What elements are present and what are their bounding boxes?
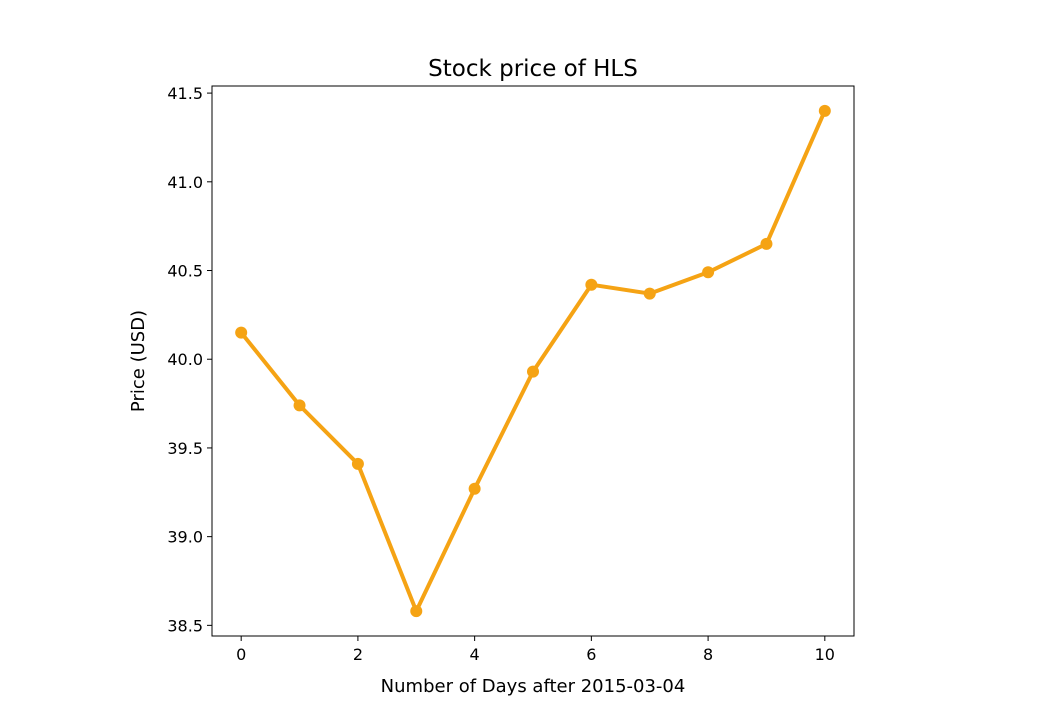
chart-title: Stock price of HLS [428,56,638,82]
y-tick-label: 41.5 [167,84,203,103]
y-tick-label: 39.5 [167,439,203,458]
data-point [527,365,539,378]
y-tick-label: 39.0 [167,528,203,547]
x-axis: 0 2 4 6 8 10 [236,636,835,664]
data-point [468,482,481,495]
data-point [235,326,248,339]
data-point [818,104,831,117]
x-tick-label: 4 [470,645,480,664]
y-tick-label: 40.0 [167,350,203,369]
y-axis-label: Price (USD) [128,310,149,412]
y-tick-label: 40.5 [167,262,203,281]
x-tick-label: 10 [815,645,835,664]
x-tick-label: 6 [586,645,596,664]
x-axis-label: Number of Days after 2015-03-04 [381,676,686,697]
data-point [410,605,423,618]
data-point [643,287,656,300]
data-point [585,278,598,291]
series-line [239,108,827,614]
data-point [351,457,364,470]
data-point [760,237,773,250]
data-point [293,399,306,412]
y-tick-label: 38.5 [167,616,203,635]
y-axis: 38.5 39.0 39.5 40.0 40.5 41.0 41.5 [167,84,212,635]
y-tick-label: 41.0 [167,173,203,192]
data-point [702,266,715,279]
series-layer [235,104,831,618]
plot-area [211,85,855,637]
x-tick-label: 8 [703,645,713,664]
x-tick-label: 0 [236,645,246,664]
x-tick-label: 2 [353,645,363,664]
